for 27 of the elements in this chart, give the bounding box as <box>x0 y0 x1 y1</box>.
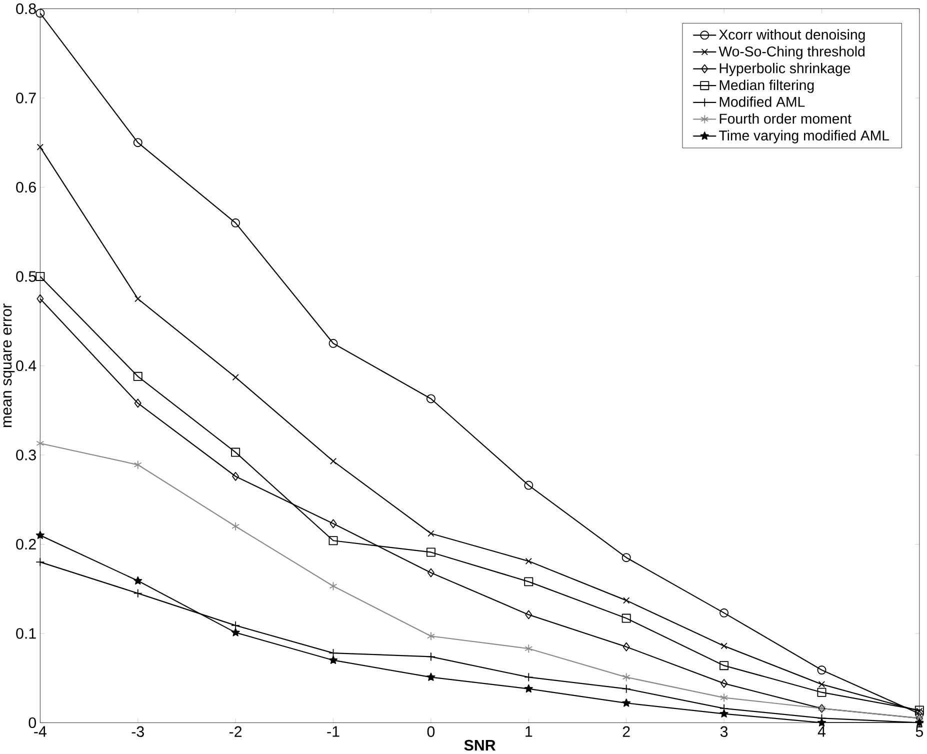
x-tick-label: 4 <box>818 726 826 737</box>
y-tick-label: 0.7 <box>16 92 36 104</box>
x-tick-label: 0 <box>427 726 435 737</box>
x-tick-label: -1 <box>327 726 340 737</box>
legend-label: Hyperbolic shrinkage <box>720 62 850 76</box>
y-tick-label: 0.8 <box>16 3 36 14</box>
x-tick-label: 1 <box>526 726 532 737</box>
legend-label: Modified AML <box>720 96 805 107</box>
legend-label: Fourth order moment <box>720 113 852 124</box>
y-tick-label: 0.4 <box>16 360 36 372</box>
y-tick-label: 0.1 <box>16 628 36 639</box>
y-tick-label: 0.6 <box>16 182 36 193</box>
y-tick-label: 0.3 <box>16 450 36 460</box>
y-tick-label: 0 <box>28 717 36 728</box>
legend-label: Time varying modified AML <box>719 130 890 144</box>
y-axis-title: mean square error <box>3 304 15 428</box>
legend-label: Xcorr without denoising <box>719 29 865 42</box>
x-tick-label: 3 <box>720 726 728 737</box>
x-axis-title: SNR <box>464 740 496 751</box>
x-tick-label: -4 <box>34 726 46 737</box>
legend-label: Median filtering <box>720 80 814 93</box>
x-tick-label: 5 <box>916 726 924 737</box>
y-tick-label: 0.2 <box>16 538 36 550</box>
legend-label: Wo-So-Ching threshold <box>718 46 864 60</box>
x-tick-label: -3 <box>132 726 144 737</box>
x-tick-label: -2 <box>229 726 242 737</box>
x-tick-label: 2 <box>622 726 630 737</box>
